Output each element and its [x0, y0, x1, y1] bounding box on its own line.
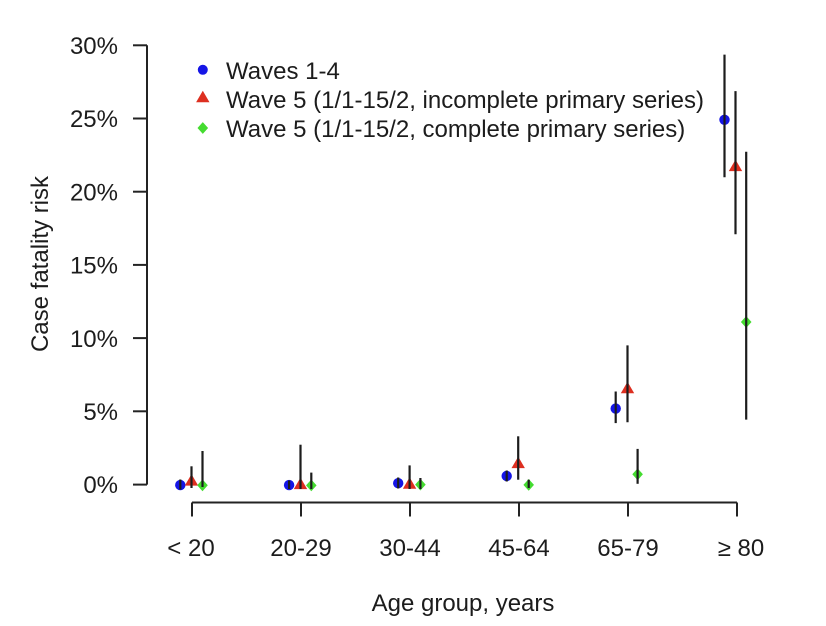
svg-text:Wave 5 (1/1-15/2, complete pri: Wave 5 (1/1-15/2, complete primary serie…	[226, 116, 685, 143]
svg-text:5%: 5%	[83, 399, 118, 426]
svg-text:Case fatality risk: Case fatality risk	[27, 175, 54, 352]
svg-text:10%: 10%	[70, 326, 118, 353]
svg-text:25%: 25%	[70, 106, 118, 133]
svg-text:20-29: 20-29	[270, 535, 331, 562]
svg-text:15%: 15%	[70, 253, 118, 280]
svg-text:30-44: 30-44	[379, 535, 440, 562]
svg-text:< 20: < 20	[167, 535, 214, 562]
svg-text:65-79: 65-79	[597, 535, 658, 562]
svg-text:0%: 0%	[83, 472, 118, 499]
svg-text:20%: 20%	[70, 179, 118, 206]
svg-text:Age group, years: Age group, years	[372, 590, 555, 617]
svg-text:30%: 30%	[70, 33, 118, 60]
svg-text:Waves 1-4: Waves 1-4	[226, 58, 340, 85]
svg-text:≥ 80: ≥ 80	[718, 535, 765, 562]
svg-text:45-64: 45-64	[488, 535, 549, 562]
svg-text:Wave 5 (1/1-15/2, incomplete p: Wave 5 (1/1-15/2, incomplete primary ser…	[226, 87, 704, 114]
